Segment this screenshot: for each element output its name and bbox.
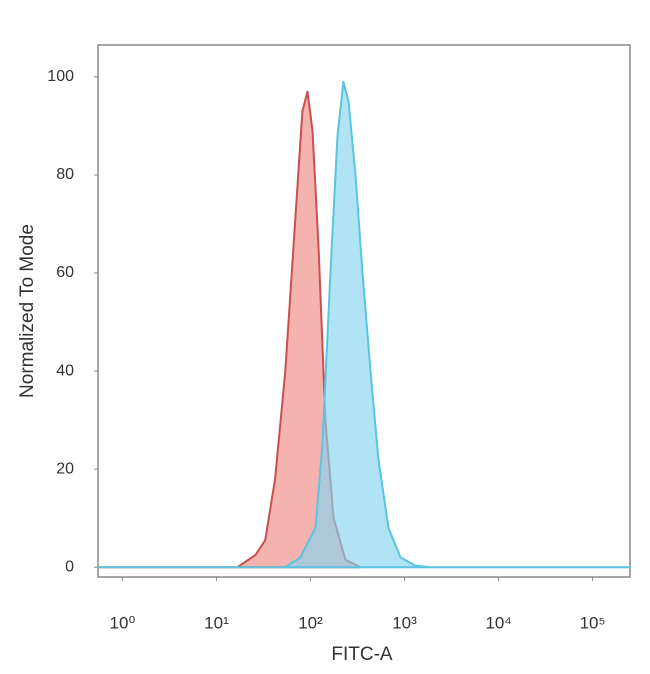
x-tick-label: 10³ — [392, 613, 417, 632]
x-tick-label: 10⁴ — [485, 613, 511, 632]
y-tick-label: 80 — [56, 166, 74, 183]
y-tick-label: 60 — [56, 264, 74, 281]
y-tick-label: 20 — [56, 460, 74, 477]
y-tick-label: 40 — [56, 362, 74, 379]
y-tick-label: 100 — [47, 68, 74, 85]
x-tick-label: 10¹ — [204, 613, 229, 632]
x-tick-label: 10⁰ — [110, 613, 136, 632]
x-tick-label: 10² — [298, 613, 323, 632]
plot-frame — [97, 44, 631, 578]
y-tick-label: 0 — [65, 558, 74, 575]
histogram-area — [97, 80, 631, 569]
x-tick-label: 10⁵ — [580, 613, 606, 632]
y-axis-label: Normalized To Mode — [17, 224, 38, 398]
x-axis-label: FITC-A — [331, 644, 393, 665]
